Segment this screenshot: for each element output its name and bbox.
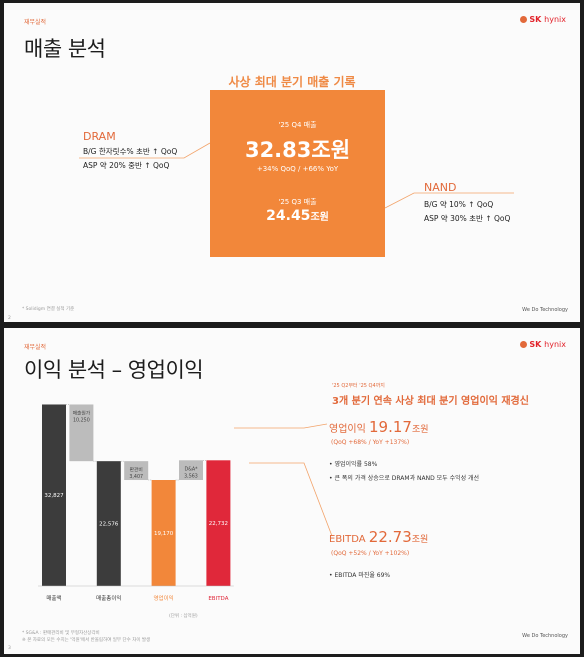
profit-slide: 재무실적 이익 분석 – 영업이익 SK hynix 32,827 매출액 매출원가…	[4, 328, 580, 654]
q4-revenue-value: 32.83조원	[244, 138, 351, 162]
page-number: 3	[8, 646, 11, 651]
op-bullet-margin: • 영업이익률 58%	[329, 461, 378, 468]
slogan: We Do Technology	[522, 307, 568, 313]
callout-lines	[234, 423, 333, 537]
bar-5	[151, 480, 176, 586]
section-tag: 재무실적	[24, 344, 47, 351]
value-label-7: 22,732	[209, 521, 228, 527]
section-tag: 재무실적	[24, 19, 47, 26]
bar-2	[69, 404, 94, 462]
op-bullet-profitability: • 큰 폭의 가격 상승으로 DRAM과 NAND 모두 수익성 개선	[329, 475, 480, 482]
value-label-4: 3,407	[129, 474, 143, 480]
float-label-6: D&A*	[184, 466, 198, 472]
q4-revenue-growth: +34% QoQ / +66% YoY	[256, 165, 339, 173]
ebitda-metric: EBITDA 22.73조원	[329, 528, 429, 546]
dram-title: DRAM	[83, 130, 116, 143]
headline: 3개 분기 연속 사상 최대 분기 영업이익 재경신	[332, 396, 529, 407]
connector-lines	[79, 142, 514, 209]
q3-revenue-value: 24.45조원	[266, 208, 329, 224]
bar-3	[96, 461, 121, 586]
unit-note: (단위 : 십억원)	[169, 614, 198, 619]
logo-mark-icon	[520, 341, 528, 348]
nand-line-1: B/G 약 10% ↑ QoQ	[424, 200, 494, 209]
bar-7	[206, 460, 231, 586]
slogan: We Do Technology	[522, 633, 568, 639]
sk-hynix-logo: SK hynix	[520, 340, 566, 349]
x-label-1: 매출액	[46, 594, 61, 602]
revenue-slide: 재무실적 매출 분석 SK hynix 사상 최대 분기 매출 기록 '25 Q…	[4, 3, 580, 322]
ebitda-growth: (QoQ +52% / YoY +102%)	[331, 550, 410, 557]
q4-revenue-label: '25 Q4 매출	[278, 121, 317, 129]
value-label-3: 22,576	[99, 522, 119, 528]
footnote-rounding: ※ 본 자료의 모든 수치는 '억원'에서 반올림하여 일부 단수 차이 발생	[22, 638, 151, 643]
logo-mark-icon	[520, 16, 528, 23]
nand-title: NAND	[424, 181, 457, 194]
x-label-3: 매출총이익	[96, 594, 121, 602]
ebitda-bullet-margin: • EBITDA 마진율 69%	[329, 572, 391, 579]
revenue-highlight-box: '25 Q4 매출 32.83조원 +34% QoQ / +66% YoY '2…	[210, 90, 385, 257]
bar-6	[179, 460, 203, 481]
operating-profit-growth: (QoQ +68% / YoY +137%)	[331, 439, 410, 446]
sk-hynix-logo: SK hynix	[520, 15, 566, 24]
operating-profit-metric: 영업이익 19.17조원	[329, 418, 429, 436]
dram-line-1: B/G 한자릿수% 초반 ↑ QoQ	[83, 147, 178, 156]
footnote-sga: * SG&A : 판매관리비 및 무형자산상각비	[22, 631, 100, 636]
nand-line-2: ASP 약 30% 초반 ↑ QoQ	[424, 214, 511, 223]
page-number: 2	[8, 316, 11, 321]
footnote: * Solidigm 연결 실적 기준	[22, 307, 75, 312]
value-label-6: 3,563	[184, 473, 198, 479]
x-label-7: EBITDA	[208, 596, 228, 602]
float-label-2: 매출원가	[73, 409, 91, 416]
page-title: 이익 분석 – 영업이익	[24, 358, 204, 382]
value-label-1: 32,827	[44, 493, 64, 499]
headline-period: '25 Q2부터 '25 Q4까지	[332, 383, 385, 389]
value-label-2: 10,250	[73, 417, 90, 423]
x-label-5: 영업이익	[153, 594, 173, 602]
record-headline: 사상 최대 분기 매출 기록	[228, 75, 356, 89]
page-title: 매출 분석	[24, 37, 106, 61]
float-label-4: 판관비	[130, 466, 143, 473]
value-label-5: 19,170	[154, 531, 174, 537]
bar-1	[42, 404, 66, 586]
q3-revenue-label: '25 Q3 매출	[278, 198, 317, 206]
bar-4	[124, 461, 149, 481]
dram-line-2: ASP 약 20% 중반 ↑ QoQ	[83, 161, 170, 170]
